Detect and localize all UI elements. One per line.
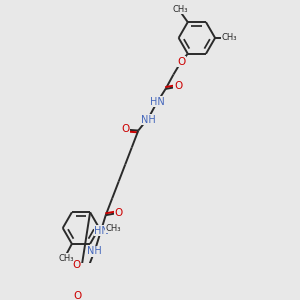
Text: O: O <box>73 291 81 300</box>
Text: CH₃: CH₃ <box>58 254 74 263</box>
Text: O: O <box>122 124 130 134</box>
Text: CH₃: CH₃ <box>222 33 237 42</box>
Text: O: O <box>177 56 185 67</box>
Text: O: O <box>114 208 122 218</box>
Text: CH₃: CH₃ <box>106 224 121 232</box>
Text: O: O <box>174 81 182 91</box>
Text: NH: NH <box>87 246 102 256</box>
Text: HN: HN <box>150 97 165 107</box>
Text: O: O <box>72 260 80 270</box>
Text: CH₃: CH₃ <box>172 4 188 14</box>
Text: NH: NH <box>141 115 156 124</box>
Text: HN: HN <box>94 226 109 236</box>
